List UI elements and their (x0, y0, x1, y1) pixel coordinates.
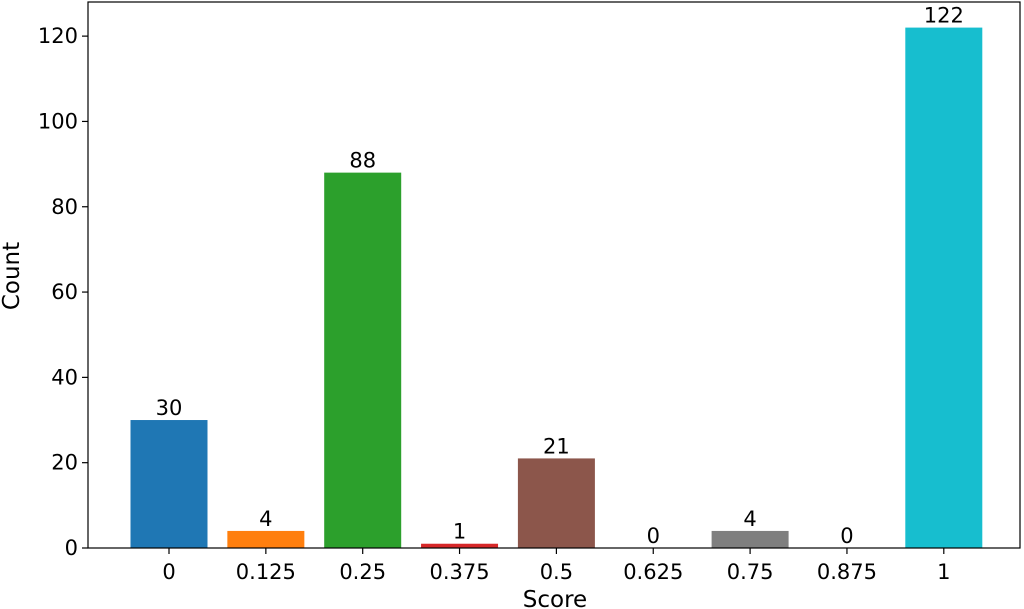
y-tick-label: 0 (65, 536, 78, 560)
x-tick-label: 0 (162, 560, 175, 584)
bar-0.125 (227, 530, 305, 548)
data-labels-group: 30 4 88 1 21 0 4 0 122 (156, 4, 964, 548)
y-tick-label: 20 (51, 451, 78, 475)
x-tick-label: 0.25 (339, 560, 386, 584)
y-tick-label: 100 (38, 109, 78, 133)
bar-0.5 (517, 458, 595, 548)
y-tick-label: 40 (51, 365, 78, 389)
x-axis-ticks: 0 0.125 0.25 0.375 0.5 0.625 0.75 0.875 1 (162, 548, 950, 584)
x-tick-label: 0.5 (540, 560, 573, 584)
x-axis-label: Score (523, 587, 587, 609)
x-tick-label: 1 (937, 560, 950, 584)
x-tick-label: 0.875 (817, 560, 877, 584)
data-label-0.25: 88 (349, 149, 376, 173)
data-label-1: 122 (924, 4, 964, 28)
y-tick-label: 120 (38, 24, 78, 48)
y-axis-ticks: 0 20 40 60 80 100 120 (38, 24, 88, 560)
data-label-0.75: 4 (743, 507, 756, 531)
x-tick-label: 0.75 (727, 560, 774, 584)
bar-0.75 (711, 530, 789, 548)
data-label-0.625: 0 (647, 524, 660, 548)
bar-0.25 (324, 172, 402, 548)
data-label-0.5: 21 (543, 434, 570, 458)
bars-group (130, 27, 983, 548)
data-label-0.375: 1 (453, 520, 466, 544)
bar-0.375 (421, 543, 499, 548)
y-axis-label: Count (0, 242, 25, 310)
x-tick-label: 0.375 (429, 560, 489, 584)
bar-1 (905, 27, 983, 548)
data-label-0: 30 (156, 396, 183, 420)
data-label-0.125: 4 (259, 507, 272, 531)
x-tick-label: 0.125 (236, 560, 296, 584)
data-label-0.875: 0 (840, 524, 853, 548)
bar-0 (130, 420, 208, 548)
y-tick-label: 80 (51, 195, 78, 219)
y-tick-label: 60 (51, 280, 78, 304)
x-tick-label: 0.625 (623, 560, 683, 584)
plot-frame (87, 1, 1021, 549)
